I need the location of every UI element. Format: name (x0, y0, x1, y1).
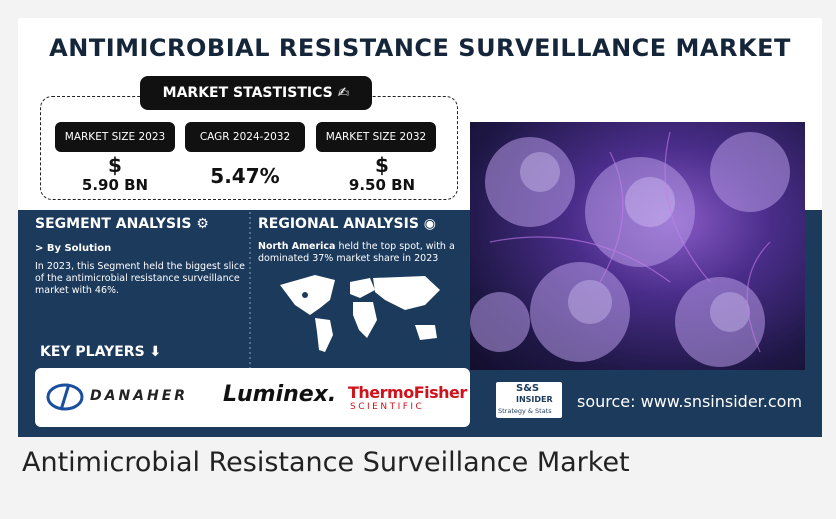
bacteria-art (470, 131, 790, 367)
key-players-heading: KEY PLAYERS ⬇ (40, 344, 162, 360)
source: source: www.snsinsider.com (577, 392, 803, 411)
stat-value: 5.90 BN (81, 176, 149, 194)
regional-heading-text: REGIONAL ANALYSIS (258, 216, 419, 232)
regional-text: North America held the top spot, with a … (258, 241, 458, 265)
player: DANAHER (90, 388, 189, 404)
stat-label: CAGR 2024-2032 (185, 122, 305, 152)
stat-label: MARKET SIZE 2032 (316, 122, 436, 152)
segment-heading: SEGMENT ANALYSIS ⚙ (35, 216, 209, 232)
stat-label: MARKET SIZE 2023 (55, 122, 175, 152)
region: North America (258, 241, 336, 252)
player: Luminex. (223, 382, 337, 407)
stat-value: 9.50 BN (348, 176, 416, 194)
divider (249, 212, 251, 368)
bacteria-image (470, 122, 805, 370)
key-players-heading-text: KEY PLAYERS (40, 344, 145, 360)
segment-text: In 2023, this Segment held the biggest s… (35, 261, 245, 296)
logo-text: S&S (516, 383, 540, 394)
stats-heading: MARKET STASTISTICS ✍ (140, 76, 372, 110)
sns-logo: S&S INSIDER Strategy & Stats (496, 382, 562, 418)
regional-heading: REGIONAL ANALYSIS ◉ (258, 216, 437, 232)
player: SCIENTIFIC (350, 402, 425, 412)
regional-body: held the top spot, with a dominated 37% … (258, 241, 455, 264)
stat-symbol: $ (108, 153, 122, 177)
danaher-icon (46, 383, 84, 411)
players-box: DANAHER Luminex. ThermoFisher SCIENTIFIC (35, 368, 470, 427)
logo-text: Strategy & Stats (498, 407, 552, 415)
caption: Antimicrobial Resistance Surveillance Ma… (22, 447, 630, 478)
player: ThermoFisher (348, 383, 467, 402)
stat-symbol: $ (375, 153, 389, 177)
segment-subheading: > By Solution (35, 243, 112, 254)
stat-value: 5.47% (210, 164, 280, 188)
logo-text: INSIDER (516, 395, 553, 404)
title: ANTIMICROBIAL RESISTANCE SURVEILLANCE MA… (49, 34, 791, 62)
world-map (280, 275, 440, 352)
segment-heading-text: SEGMENT ANALYSIS (35, 216, 192, 232)
stats-heading-text: MARKET STASTISTICS (162, 85, 333, 101)
